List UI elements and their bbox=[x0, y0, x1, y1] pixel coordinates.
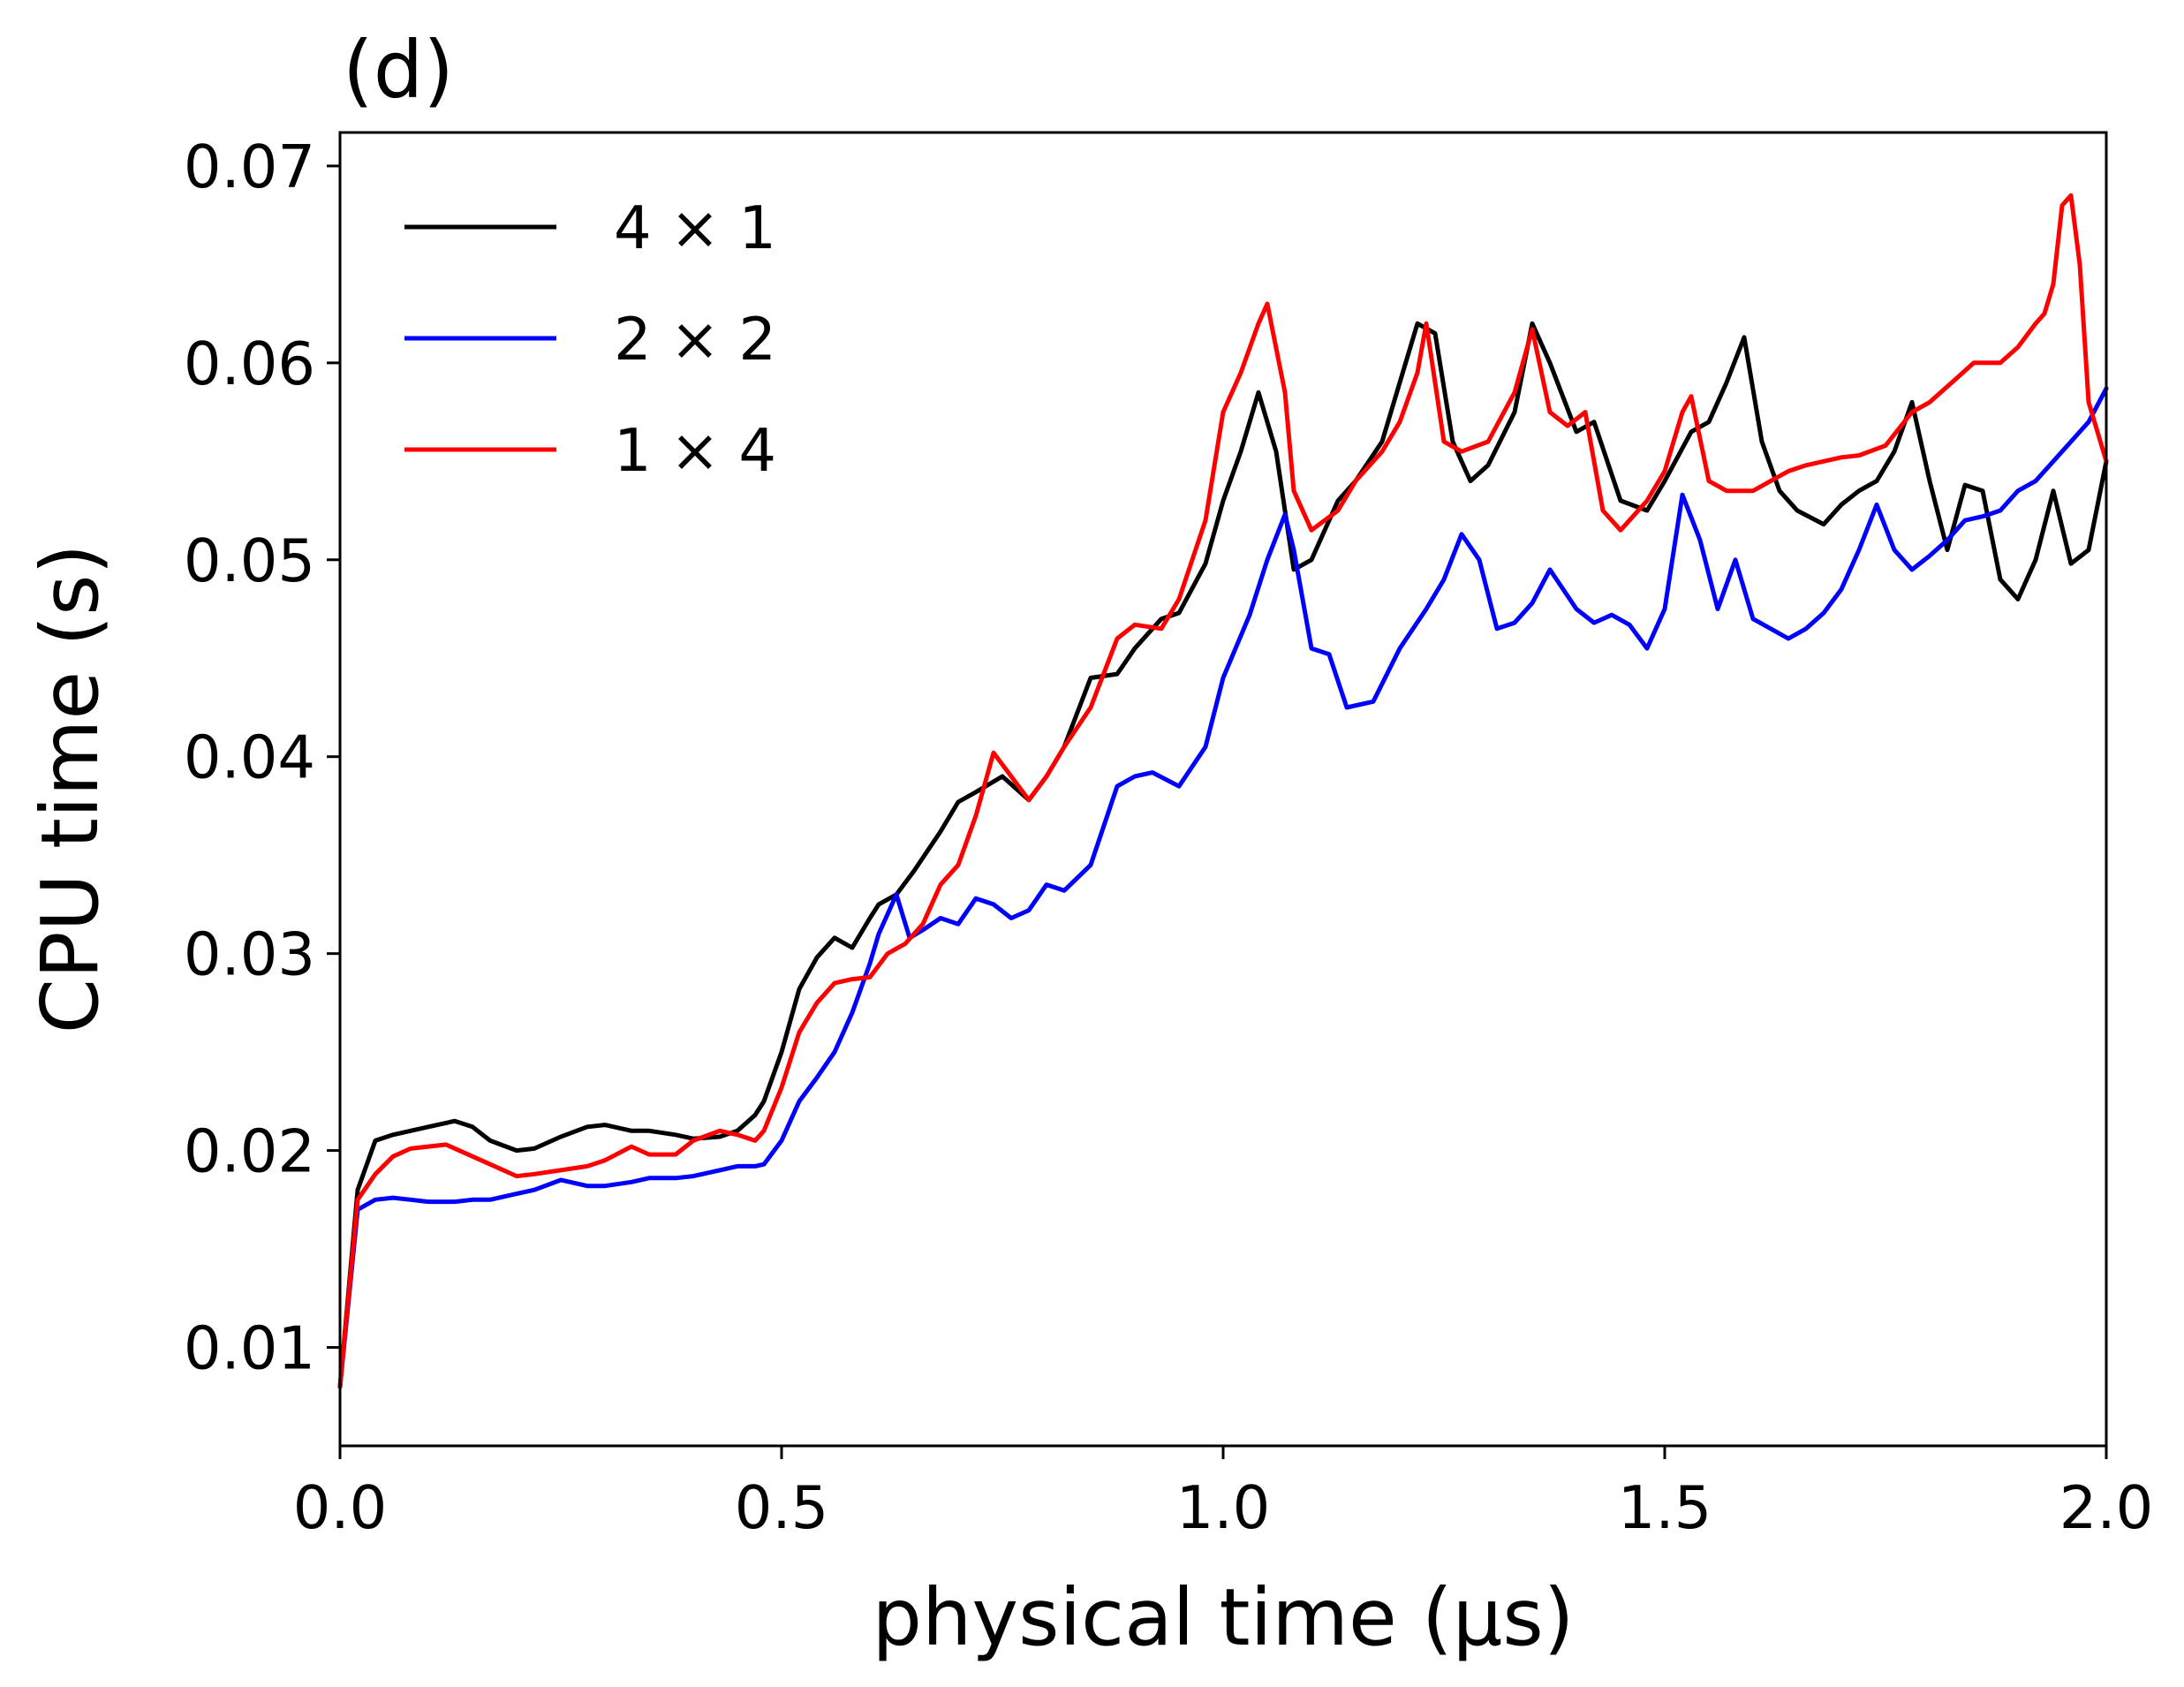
y-tick-label: 0.04 bbox=[184, 723, 315, 792]
x-tick-label: 2.0 bbox=[2059, 1473, 2154, 1542]
series-line-1 bbox=[337, 321, 2109, 1389]
legend: 4 × 1 2 × 2 1 × 4 bbox=[404, 193, 776, 485]
series-line-3 bbox=[337, 193, 2109, 1389]
legend-label-1: 4 × 1 bbox=[614, 193, 776, 262]
legend-label-2: 2 × 2 bbox=[614, 305, 776, 374]
x-axis: 0.0 0.5 1.0 1.5 2.0 bbox=[293, 1446, 2154, 1542]
y-tick-label: 0.06 bbox=[184, 329, 315, 398]
legend-label-3: 1 × 4 bbox=[614, 416, 776, 485]
y-tick-label: 0.07 bbox=[184, 132, 315, 201]
y-axis: 0.01 0.02 0.03 0.04 0.05 0.06 0.07 bbox=[184, 132, 340, 1383]
series-layer bbox=[337, 193, 2109, 1389]
y-tick-label: 0.05 bbox=[184, 526, 315, 595]
series-line-2 bbox=[337, 386, 2109, 1389]
x-tick-label: 1.5 bbox=[1618, 1473, 1712, 1542]
y-tick-label: 0.01 bbox=[184, 1314, 315, 1383]
x-tick-label: 0.5 bbox=[735, 1473, 829, 1542]
x-tick-label: 0.0 bbox=[293, 1473, 388, 1542]
panel-label: (d) bbox=[343, 24, 454, 116]
y-tick-label: 0.02 bbox=[184, 1117, 315, 1186]
x-axis-title: physical time (μs) bbox=[873, 1571, 1575, 1663]
y-axis-title: CPU time (s) bbox=[24, 544, 116, 1033]
y-tick-label: 0.03 bbox=[184, 920, 315, 989]
x-tick-label: 1.0 bbox=[1176, 1473, 1271, 1542]
